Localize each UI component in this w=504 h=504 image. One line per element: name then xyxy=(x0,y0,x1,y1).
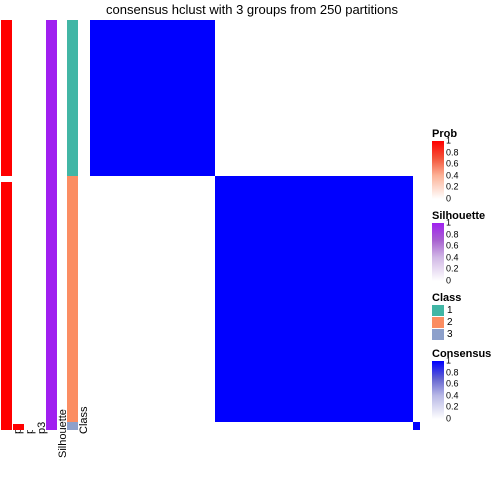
anno-segment xyxy=(1,20,12,176)
anno-segment xyxy=(67,176,78,422)
anno-segment xyxy=(13,20,24,424)
legend-title: Consensus xyxy=(432,348,491,360)
legend-gradient xyxy=(432,361,444,419)
legend-title: Prob xyxy=(432,128,457,140)
legend-item: 2 xyxy=(432,317,461,329)
anno-segment xyxy=(25,20,36,430)
legend-tick: 0 xyxy=(446,277,451,286)
legend-tick: 0.6 xyxy=(446,160,459,169)
legend-consensus: Consensus10.80.60.40.20 xyxy=(432,348,491,419)
anno-label-class: Class xyxy=(78,406,90,434)
anno-segment xyxy=(67,20,78,176)
legend-item-label: 2 xyxy=(447,317,453,328)
legend-class: Class123 xyxy=(432,292,461,341)
legend-tick: 0.4 xyxy=(446,253,459,262)
anno-col-silhouette xyxy=(46,20,57,430)
anno-segment xyxy=(13,424,24,430)
legend-gradient xyxy=(432,141,444,199)
legend-item-label: 3 xyxy=(447,329,453,340)
legend-tick: 1 xyxy=(446,357,451,366)
anno-col-class xyxy=(67,20,78,430)
legend-tick: 0.6 xyxy=(446,242,459,251)
legend-tick: 1 xyxy=(446,219,451,228)
anno-col-p2 xyxy=(13,20,24,430)
legend-swatch xyxy=(432,329,444,340)
legend-tick: 0 xyxy=(446,195,451,204)
legend-gradient xyxy=(432,223,444,281)
legend-tick: 0.6 xyxy=(446,380,459,389)
anno-col-p1 xyxy=(1,20,12,430)
legend-silhouette: Silhouette10.80.60.40.20 xyxy=(432,210,485,281)
legend-tick: 0.8 xyxy=(446,148,459,157)
legend-tick: 1 xyxy=(446,137,451,146)
heatmap-block xyxy=(90,20,215,176)
legend-item: 1 xyxy=(432,305,461,317)
legend-swatch xyxy=(432,317,444,328)
legend-title: Silhouette xyxy=(432,210,485,222)
legend-tick: 0.4 xyxy=(446,171,459,180)
legend-tick: 0.8 xyxy=(446,368,459,377)
legend-tick: 0.2 xyxy=(446,403,459,412)
plot-title: consensus hclust with 3 groups from 250 … xyxy=(0,2,504,17)
legend-swatch xyxy=(432,305,444,316)
heatmap-block xyxy=(413,422,420,430)
heatmap-block xyxy=(215,176,413,422)
legend-tick: 0 xyxy=(446,415,451,424)
legend-tick: 0.8 xyxy=(446,230,459,239)
consensus-heatmap xyxy=(90,20,420,430)
legend-tick: 0.4 xyxy=(446,391,459,400)
legend-item-label: 1 xyxy=(447,305,453,316)
legend-item: 3 xyxy=(432,329,461,341)
legend-title: Class xyxy=(432,292,461,304)
legend-tick: 0.2 xyxy=(446,265,459,274)
anno-segment xyxy=(1,182,12,430)
anno-segment xyxy=(46,20,57,430)
anno-col-p3 xyxy=(25,20,36,430)
anno-segment xyxy=(67,422,78,430)
legend-prob: Prob10.80.60.40.20 xyxy=(432,128,457,199)
legend-tick: 0.2 xyxy=(446,183,459,192)
